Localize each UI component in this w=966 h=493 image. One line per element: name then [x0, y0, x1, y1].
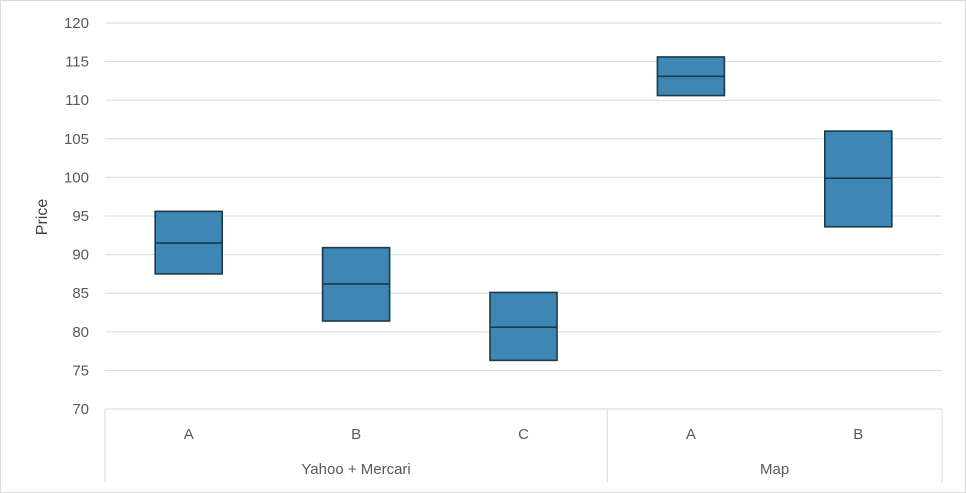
category-labels: A B C A B Yahoo + Mercari Map	[184, 426, 864, 478]
y-axis-label: Price	[34, 199, 51, 236]
y-tick-label: 90	[72, 247, 89, 264]
y-tick-label: 70	[72, 401, 89, 418]
y-tick-label: 80	[72, 324, 89, 341]
category-label: B	[351, 426, 361, 443]
y-tick-label: 75	[72, 362, 89, 379]
y-tick-label: 110	[65, 92, 89, 109]
y-tick-label: 120	[64, 15, 89, 32]
category-label: A	[184, 426, 194, 443]
category-label: A	[686, 426, 696, 443]
y-tick-label: 105	[64, 131, 89, 148]
category-axis-frame	[104, 409, 943, 482]
boxes	[154, 56, 893, 362]
y-tick-labels: 70 75 80 85 90 95 100 105 110 115 120	[64, 15, 89, 418]
gridlines	[105, 22, 942, 410]
y-tick-label: 85	[72, 285, 89, 302]
y-tick-label: 95	[72, 208, 89, 225]
y-tick-label: 100	[64, 169, 89, 186]
group-label: Yahoo + Mercari	[301, 461, 410, 478]
y-tick-label: 115	[65, 54, 89, 71]
group-label: Map	[760, 461, 789, 478]
category-label: B	[853, 426, 863, 443]
category-label: C	[518, 426, 529, 443]
